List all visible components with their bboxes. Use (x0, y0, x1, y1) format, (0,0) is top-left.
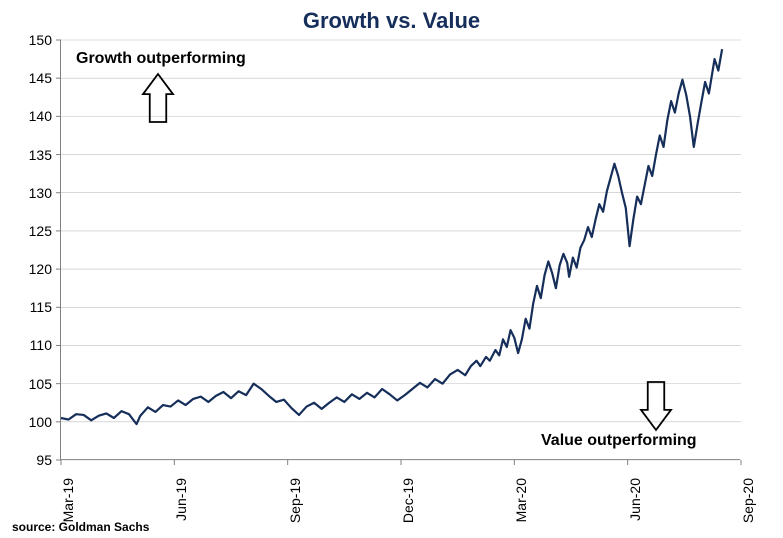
chart-container: Growth vs. Value 95100105110115120125130… (0, 0, 783, 538)
x-tick-label: Mar-20 (513, 478, 529, 522)
chart-title: Growth vs. Value (0, 8, 783, 34)
y-tick-label: 150 (29, 32, 52, 48)
source-note: source: Goldman Sachs (12, 520, 149, 534)
y-tick-label: 115 (30, 299, 52, 315)
growth-label-arrow-icon (141, 72, 175, 124)
x-tick-label: Sep-19 (287, 478, 303, 523)
y-tick-label: 95 (36, 452, 52, 468)
y-tick-label: 140 (29, 108, 52, 124)
value-label-arrow-icon (639, 380, 673, 432)
x-tick-label: Dec-19 (400, 478, 416, 523)
y-tick-label: 135 (29, 147, 52, 163)
x-tick-label: Mar-19 (60, 478, 76, 522)
value-label: Value outperforming (541, 432, 697, 450)
plot-area: 95100105110115120125130135140145150Mar-1… (60, 40, 740, 460)
growth-label: Growth outperforming (76, 50, 246, 68)
x-tick-label: Jun-19 (173, 478, 189, 521)
y-tick-label: 105 (29, 376, 52, 392)
x-tick-label: Jun-20 (627, 478, 643, 521)
y-tick-label: 120 (29, 261, 52, 277)
y-tick-label: 145 (29, 70, 52, 86)
y-tick-label: 130 (29, 185, 52, 201)
y-tick-label: 110 (30, 337, 52, 353)
x-tick-label: Sep-20 (740, 478, 756, 523)
y-tick-label: 125 (29, 223, 52, 239)
y-tick-label: 100 (29, 414, 52, 430)
